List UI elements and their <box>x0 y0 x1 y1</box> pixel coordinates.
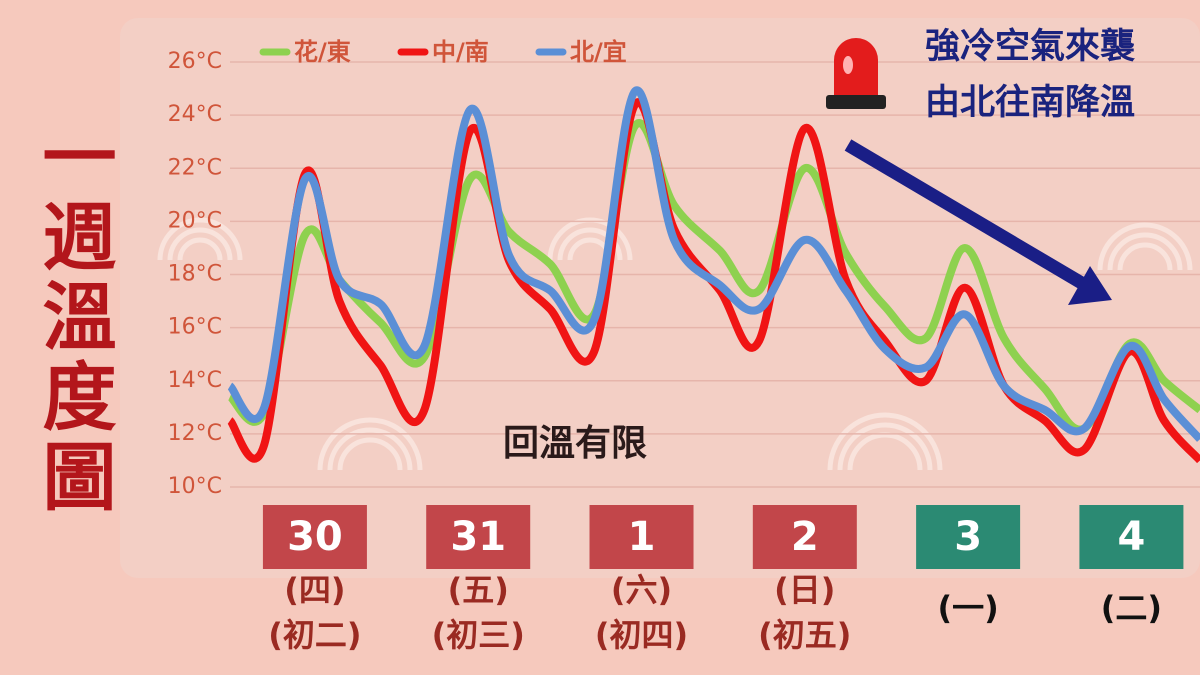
legend-label: 北/宜 <box>570 38 627 66</box>
arrow-head <box>1068 266 1112 305</box>
wave-decor <box>157 217 1193 471</box>
x-tick-label: 3 <box>954 514 982 560</box>
y-tick-label: 22°C <box>168 155 222 180</box>
legend-label: 中/南 <box>432 38 489 66</box>
y-tick-label: 20°C <box>168 208 222 233</box>
weekday-label: (五) <box>448 571 509 609</box>
annotation: 由北往南降溫 <box>925 83 1135 123</box>
x-tick-label: 2 <box>791 514 819 560</box>
y-tick-label: 24°C <box>168 102 222 127</box>
series-line <box>226 86 1200 442</box>
y-tick-label: 18°C <box>168 262 222 287</box>
weekday-label: (日) <box>774 571 835 609</box>
y-tick-label: 10°C <box>168 474 222 499</box>
weekday-label: (二) <box>1101 589 1162 627</box>
x-tick-box <box>426 505 531 569</box>
weekday-label: (六) <box>611 571 672 609</box>
x-tick-label: 4 <box>1117 514 1145 560</box>
siren-icon <box>826 38 886 109</box>
y-tick-label: 14°C <box>168 368 222 393</box>
x-tick-label: 1 <box>628 514 656 560</box>
x-tick-label: 30 <box>287 514 343 560</box>
y-tick-label: 26°C <box>168 49 222 74</box>
y-tick-label: 16°C <box>168 315 222 340</box>
x-tick-label: 31 <box>450 514 506 560</box>
y-tick-label: 12°C <box>168 421 222 446</box>
lunar-label: (初四) <box>595 616 688 654</box>
arrow <box>844 139 1089 291</box>
lunar-label: (初五) <box>758 616 851 654</box>
x-tick-box <box>752 505 857 569</box>
lunar-label: (初二) <box>268 616 361 654</box>
x-tick-box <box>1079 505 1184 569</box>
x-tick-box <box>916 505 1021 569</box>
weekday-label: (四) <box>284 571 345 609</box>
x-tick-box <box>262 505 367 569</box>
x-tick-box <box>589 505 694 569</box>
annotation: 強冷空氣來襲 <box>925 27 1135 67</box>
series-line <box>227 119 1200 434</box>
annotation: 回溫有限 <box>503 423 647 464</box>
chart-title: 一週溫度圖 <box>30 118 116 518</box>
lunar-label: (初三) <box>432 616 525 654</box>
weekday-label: (一) <box>937 589 998 627</box>
legend-label: 花/東 <box>294 38 351 66</box>
